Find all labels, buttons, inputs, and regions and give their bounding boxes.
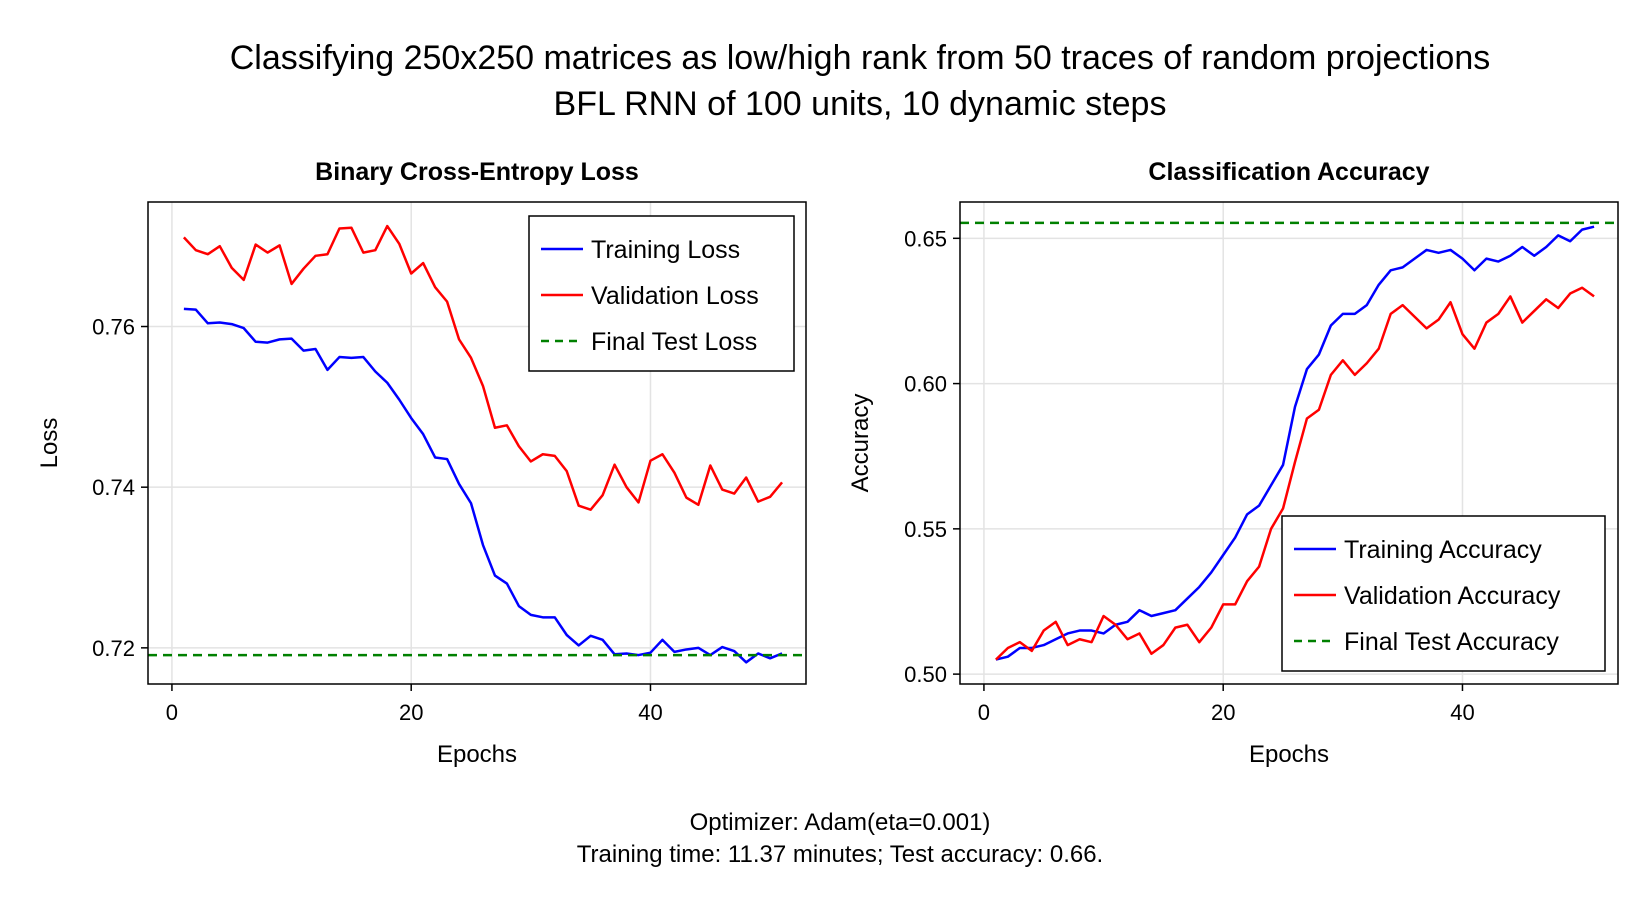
legend-label: Validation Accuracy bbox=[1344, 582, 1561, 610]
plot-frame bbox=[147, 201, 807, 685]
x-tick-label: 40 bbox=[638, 700, 662, 725]
plot-frame bbox=[959, 201, 1619, 685]
x-tick-label: 0 bbox=[166, 700, 178, 725]
legend: Training Accuracy Validation Accuracy Fina… bbox=[1281, 515, 1606, 672]
figure-title-line-1: Classifying 250x250 matrices as low/high… bbox=[229, 39, 1491, 77]
plot-area bbox=[148, 224, 806, 664]
x-tick-label: 40 bbox=[1450, 700, 1474, 725]
legend-label: Final Test Accuracy bbox=[1344, 628, 1559, 656]
y-tick-label: 0.76 bbox=[92, 315, 135, 340]
legend-label: Training Accuracy bbox=[1344, 536, 1542, 564]
validation-accuracyline bbox=[995, 286, 1595, 661]
x-tick-label: 0 bbox=[978, 700, 990, 725]
y-tick-label: 0.55 bbox=[904, 517, 947, 542]
panel-loss: 0 20 40 0.72 0.74 0.76 Binary Cross-Entropy Lo… bbox=[36, 158, 807, 768]
x-axis-label: Epochs bbox=[1249, 741, 1329, 768]
plot-area bbox=[960, 221, 1618, 661]
validation-lossline bbox=[182, 224, 784, 511]
y-axis-label: Loss bbox=[36, 418, 63, 469]
panel-title: Classification Accuracy bbox=[1148, 158, 1429, 186]
panel-title: Binary Cross-Entropy Loss bbox=[315, 158, 639, 186]
y-tick-label: 0.72 bbox=[92, 636, 135, 661]
panel-accuracy: 0 20 40 0.50 0.55 0.60 0.65 Classification Accu… bbox=[847, 158, 1619, 768]
y-tick-label: 0.65 bbox=[904, 226, 947, 251]
footer-optimizer: Optimizer: Adam(eta=0.001) bbox=[689, 809, 991, 836]
y-tick-label: 0.74 bbox=[92, 475, 135, 500]
legend-label: Validation Loss bbox=[591, 282, 759, 310]
y-axis-label: Accuracy bbox=[847, 394, 874, 493]
x-tick-label: 20 bbox=[399, 700, 423, 725]
legend-box bbox=[528, 215, 795, 372]
footer-summary: Training time: 11.37 minutes; Test accur… bbox=[576, 841, 1104, 868]
legend-label: Final Test Loss bbox=[591, 328, 757, 356]
x-axis-label: Epochs bbox=[437, 741, 517, 768]
y-tick-label: 0.60 bbox=[904, 372, 947, 397]
legend: Training Loss Validation Loss Final Test L… bbox=[528, 215, 795, 372]
y-tick-label: 0.50 bbox=[904, 662, 947, 687]
training-lossline bbox=[183, 307, 783, 664]
figure-title-line-2: BFL RNN of 100 units, 10 dynamic steps bbox=[553, 85, 1167, 123]
legend-box bbox=[1281, 515, 1606, 672]
legend-label: Training Loss bbox=[591, 236, 740, 264]
x-tick-label: 20 bbox=[1211, 700, 1235, 725]
